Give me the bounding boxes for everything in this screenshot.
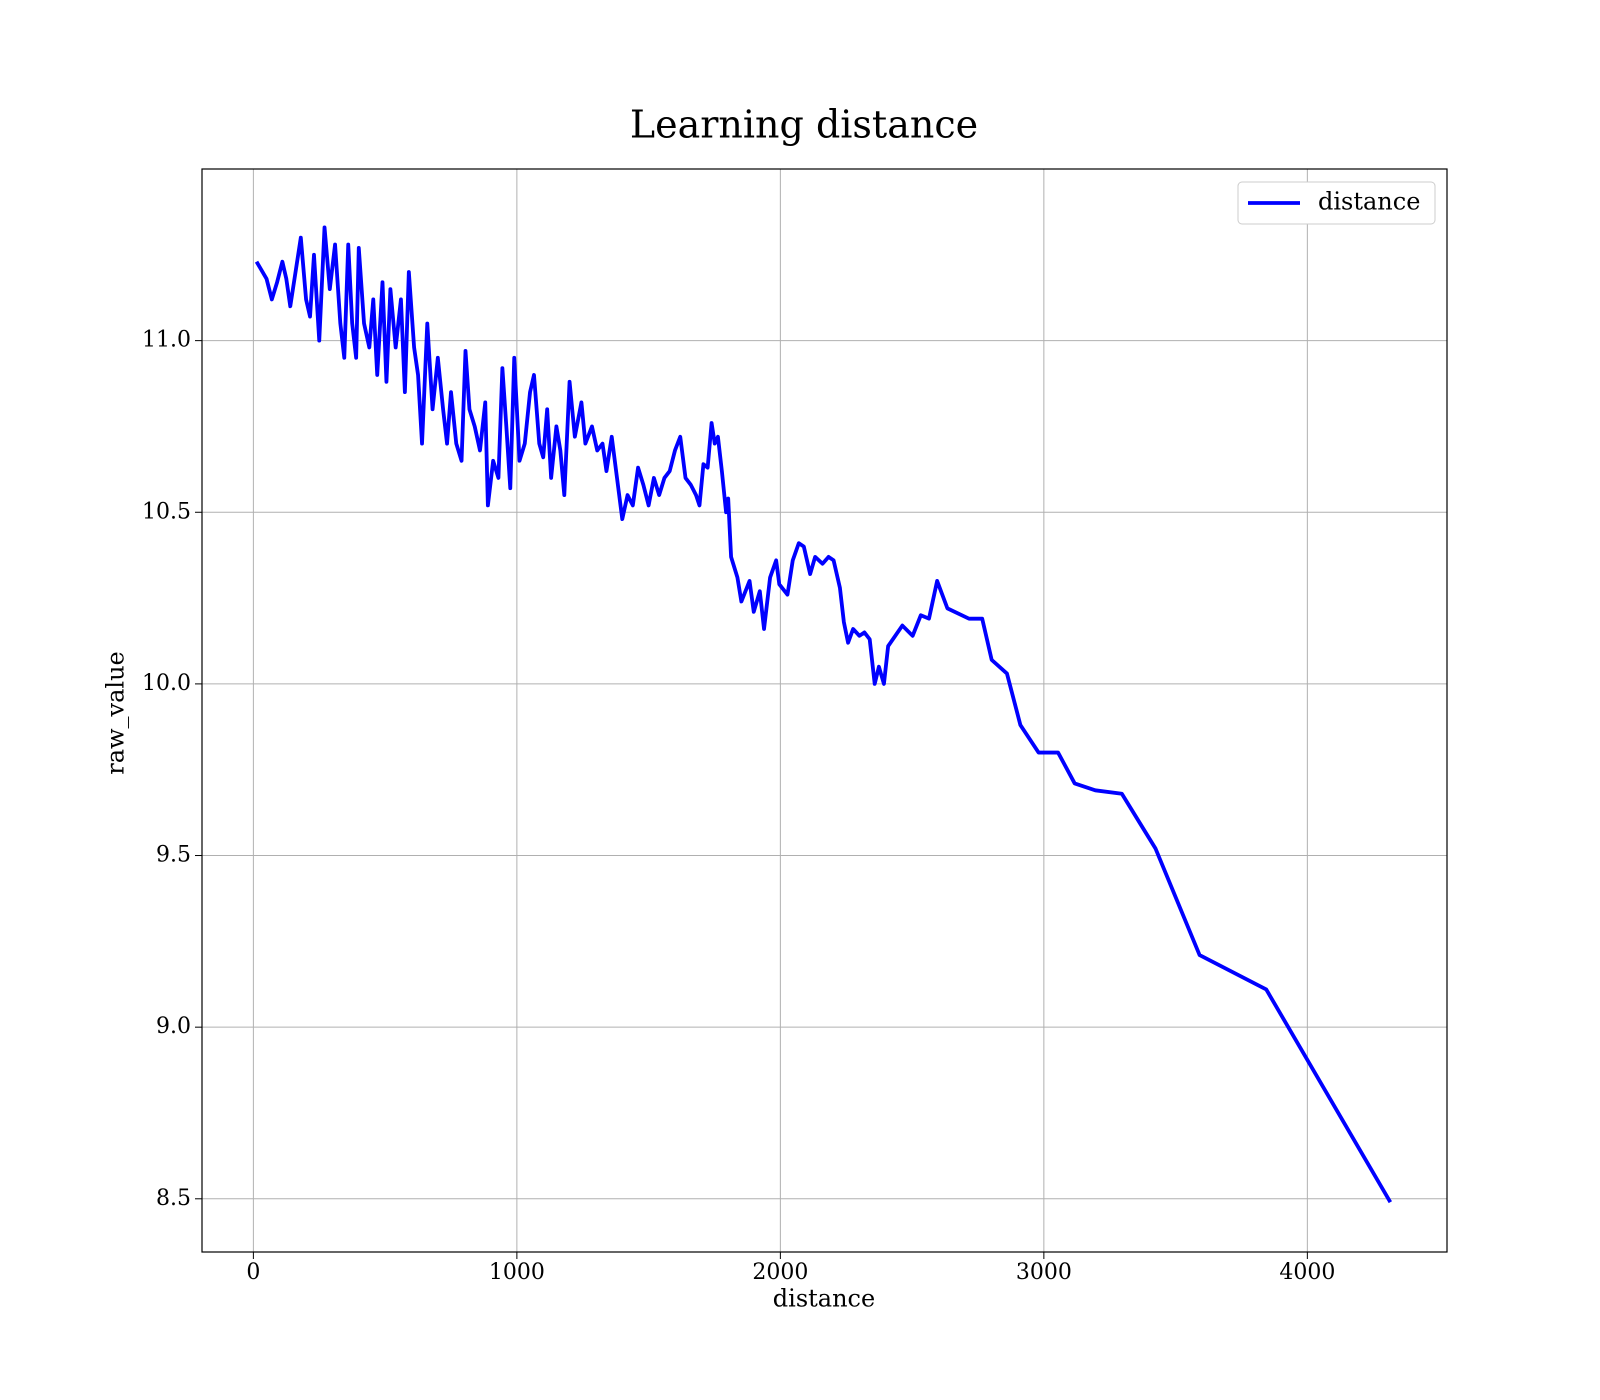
x-axis-label: distance bbox=[773, 1285, 875, 1313]
legend-frame bbox=[1237, 181, 1436, 225]
y-axis-label: raw_value bbox=[102, 651, 130, 775]
plot-frame bbox=[201, 168, 1448, 1253]
data-line bbox=[254, 225, 1392, 1204]
chart-title: Learning distance bbox=[630, 103, 978, 147]
legend-label: distance bbox=[1318, 188, 1420, 216]
x-tick-label: 1000 bbox=[489, 1260, 545, 1285]
x-tick-label: 4000 bbox=[1279, 1260, 1335, 1285]
x-tick-label: 0 bbox=[246, 1260, 260, 1285]
y-tick-label: 10.0 bbox=[142, 671, 191, 696]
y-tick-label: 11.0 bbox=[142, 328, 191, 353]
y-tick-label: 8.5 bbox=[156, 1186, 191, 1211]
x-tick-label: 3000 bbox=[1016, 1260, 1072, 1285]
y-tick-label: 10.5 bbox=[142, 499, 191, 524]
x-tick-label: 2000 bbox=[752, 1260, 808, 1285]
y-tick-label: 9.0 bbox=[156, 1014, 191, 1039]
y-tick-label: 9.5 bbox=[156, 843, 191, 868]
